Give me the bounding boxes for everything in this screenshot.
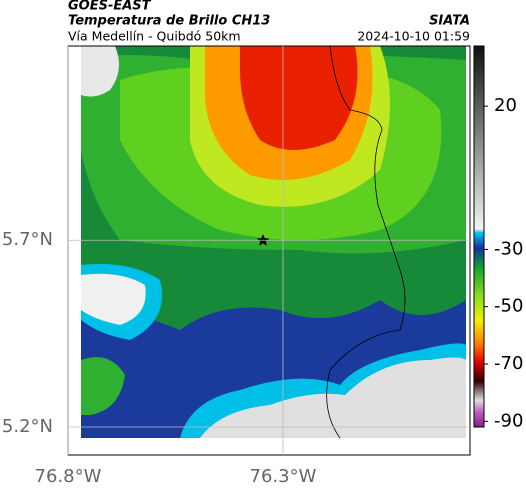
chart-title: Temperatura de Brillo CH13: [68, 14, 270, 29]
timestamp: 2024-10-10 01:59: [357, 29, 470, 44]
source-label: SIATA: [429, 14, 470, 29]
colorbar-tick-label: 20: [494, 95, 517, 116]
colorbar: [473, 45, 485, 428]
y-tick-label: 5.7°N: [2, 229, 53, 250]
colorbar-tick-label: -90: [494, 410, 523, 431]
subtitle: Vía Medellín - Quibdó 50km: [68, 29, 241, 44]
colorbar-tick-label: -70: [494, 353, 523, 374]
x-tick-label: 76.3°W: [250, 466, 317, 487]
x-tick-label: 76.8°W: [35, 466, 102, 487]
satellite-image: [68, 46, 470, 455]
colorbar-tick-label: -30: [494, 238, 523, 259]
y-tick-label: 5.2°N: [2, 416, 53, 437]
colorbar-tick-label: -50: [494, 296, 523, 317]
satellite-name: GOES-EAST: [68, 0, 152, 14]
